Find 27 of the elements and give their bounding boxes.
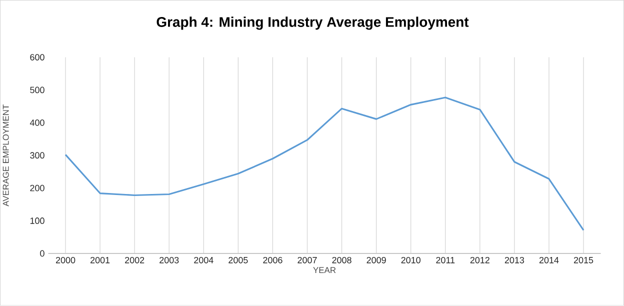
x-tick-label: 2008 bbox=[332, 257, 352, 264]
y-tick-label: 100 bbox=[30, 218, 44, 224]
y-tick-label: 600 bbox=[30, 54, 44, 61]
x-tick-label: 2001 bbox=[90, 257, 110, 264]
x-tick-label: 2006 bbox=[263, 257, 282, 264]
chart-title: Graph 4: Mining Industry Average Employment bbox=[156, 16, 469, 30]
x-tick-label: 2005 bbox=[228, 257, 248, 264]
x-tick-label: 2011 bbox=[436, 257, 455, 264]
y-tick-label: 400 bbox=[30, 120, 44, 126]
x-axis-title: YEAR bbox=[313, 267, 336, 274]
x-tick-label: 2014 bbox=[539, 257, 559, 264]
x-tick-label: 2002 bbox=[125, 257, 144, 264]
y-tick-label: 200 bbox=[30, 185, 44, 192]
y-axis-title: AVERAGE EMPLOYMENT bbox=[2, 104, 9, 207]
x-tick-label: 2009 bbox=[366, 257, 386, 264]
x-tick-label: 2015 bbox=[574, 257, 594, 264]
y-tick-label: 300 bbox=[30, 152, 44, 159]
line-series bbox=[64, 96, 584, 232]
x-tick-label: 2004 bbox=[194, 257, 214, 264]
y-tick-label: 500 bbox=[30, 86, 44, 94]
x-tick-label: 2003 bbox=[160, 257, 179, 264]
x-tick-label: 2010 bbox=[401, 257, 420, 264]
x-tick-label: 2007 bbox=[298, 257, 317, 264]
x-tick-label: 2013 bbox=[504, 257, 524, 264]
x-tick-label: 2000 bbox=[56, 257, 76, 264]
x-tick-label: 2012 bbox=[470, 257, 490, 264]
y-tick-label: 0 bbox=[40, 250, 44, 257]
